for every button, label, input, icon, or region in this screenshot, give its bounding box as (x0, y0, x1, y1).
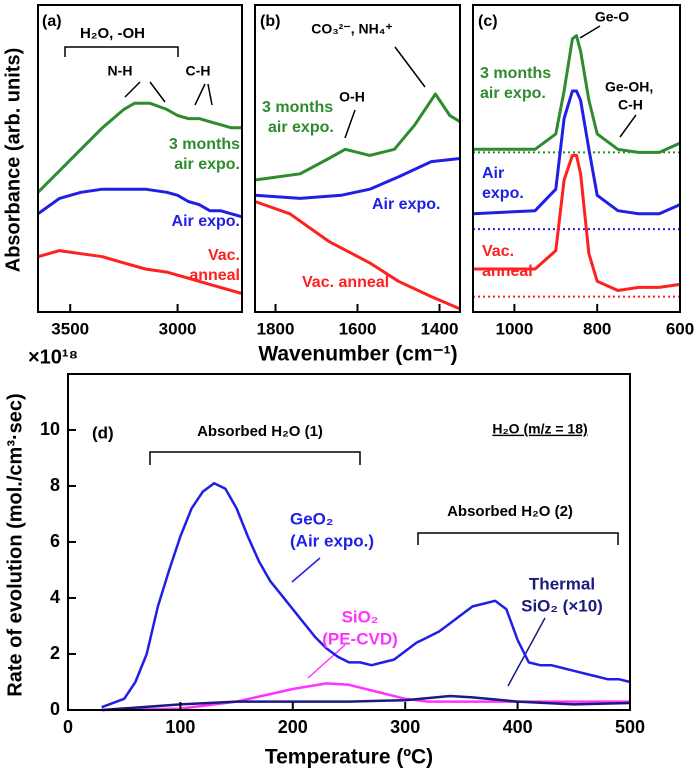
bracket (149, 451, 619, 545)
x-tick-label: 1000 (495, 319, 533, 338)
x-tick-label: 200 (278, 717, 308, 737)
data-line (36, 101, 242, 194)
arrow (507, 617, 546, 687)
annotation: N-H (108, 63, 133, 79)
annotation: C-H (186, 63, 211, 79)
x-tick-label: 1800 (257, 319, 295, 338)
annotation: Ge-OH, (605, 79, 653, 95)
data-line (254, 200, 461, 311)
y-tick-label: 10 (40, 419, 60, 439)
annotation: 3 months (262, 99, 333, 116)
arrow (291, 557, 321, 583)
annotation: (c) (478, 13, 498, 30)
data-line (472, 89, 681, 216)
y-tick-label: 6 (50, 531, 60, 551)
annotation: Vac. anneal (302, 274, 389, 291)
data-line (37, 249, 243, 296)
arrows (124, 81, 213, 106)
arrows (579, 25, 637, 138)
annotation: Vac. (208, 247, 240, 264)
annotation: O-H (339, 89, 365, 105)
annotation: 3 months (169, 136, 240, 153)
annotation: Air (482, 165, 504, 182)
annotation: anneal (189, 267, 240, 284)
bracket (64, 46, 179, 57)
x-tick-label: 100 (165, 717, 195, 737)
annotation-shapes (64, 25, 637, 545)
annotation: air expo. (174, 156, 240, 173)
plot-frame (472, 4, 681, 313)
x-axis-label: Temperature (ºC) (265, 746, 433, 769)
data-line (101, 481, 631, 709)
annotation: CO₃²⁻, NH₄⁺ (311, 21, 393, 37)
x-axis-label: Wavenumber (cm⁻¹) (258, 343, 457, 366)
x-tick-label: 600 (666, 319, 694, 338)
y-tick-label: 2 (50, 643, 60, 663)
x-tick-label: 400 (503, 717, 533, 737)
annotation: C-H (618, 97, 643, 113)
annotation: H₂O, -OH (80, 25, 145, 42)
annotation: (a) (42, 13, 62, 30)
x-tick-label: 800 (583, 319, 611, 338)
x-tick-label: 500 (615, 717, 645, 737)
series-label: (Air expo.) (290, 531, 374, 550)
x-tick-label: 3500 (51, 319, 89, 338)
annotation: H₂O (m/z = 18) (492, 421, 587, 437)
annotation: (d) (92, 423, 114, 442)
annotation: (b) (260, 13, 280, 30)
y-axis-label: Rate of evolution (mol./cm³·sec) (4, 393, 26, 696)
series-label: (PE-CVD) (322, 629, 398, 648)
y-tick-label: 8 (50, 475, 60, 495)
series-label: Thermal (529, 574, 595, 593)
x-tick-label: 0 (63, 717, 73, 737)
y-axis-label: Absorbance (arb. units) (2, 48, 24, 272)
annotation: Absorbed H₂O (1) (197, 423, 323, 440)
annotation: Ge-O (595, 9, 629, 25)
x-tick-label: 1400 (421, 319, 459, 338)
annotation: Absorbed H₂O (2) (447, 503, 573, 520)
series-label: SiO₂ (×10) (521, 596, 603, 615)
annotation: 3 months (480, 65, 551, 82)
series-label: SiO₂ (342, 607, 379, 626)
annotation: expo. (482, 185, 524, 202)
annotation: air expo. (268, 119, 334, 136)
data-line (473, 153, 681, 292)
y-tick-label: 0 (50, 699, 60, 719)
series-label: GeO₂ (290, 509, 333, 528)
x-tick-label: 3000 (159, 319, 197, 338)
data-line (254, 92, 461, 182)
data-line (101, 694, 631, 712)
plot-frame (37, 4, 243, 313)
plot-frame (254, 4, 461, 313)
axis-multiplier: ×10¹⁸ (28, 346, 78, 368)
annotation: anneal (482, 263, 533, 280)
annotation: air expo. (480, 85, 546, 102)
x-tick-label: 300 (390, 717, 420, 737)
arrows (344, 46, 426, 139)
x-tick-label: 1600 (339, 319, 377, 338)
annotation: Air expo. (172, 213, 240, 230)
arrow (307, 644, 346, 679)
data-line (37, 187, 243, 219)
data-line (254, 157, 461, 200)
annotation-arrows (291, 557, 546, 687)
data-line (473, 34, 681, 154)
annotation: Air expo. (372, 196, 440, 213)
y-tick-label: 4 (50, 587, 60, 607)
annotation: Vac. (482, 243, 514, 260)
